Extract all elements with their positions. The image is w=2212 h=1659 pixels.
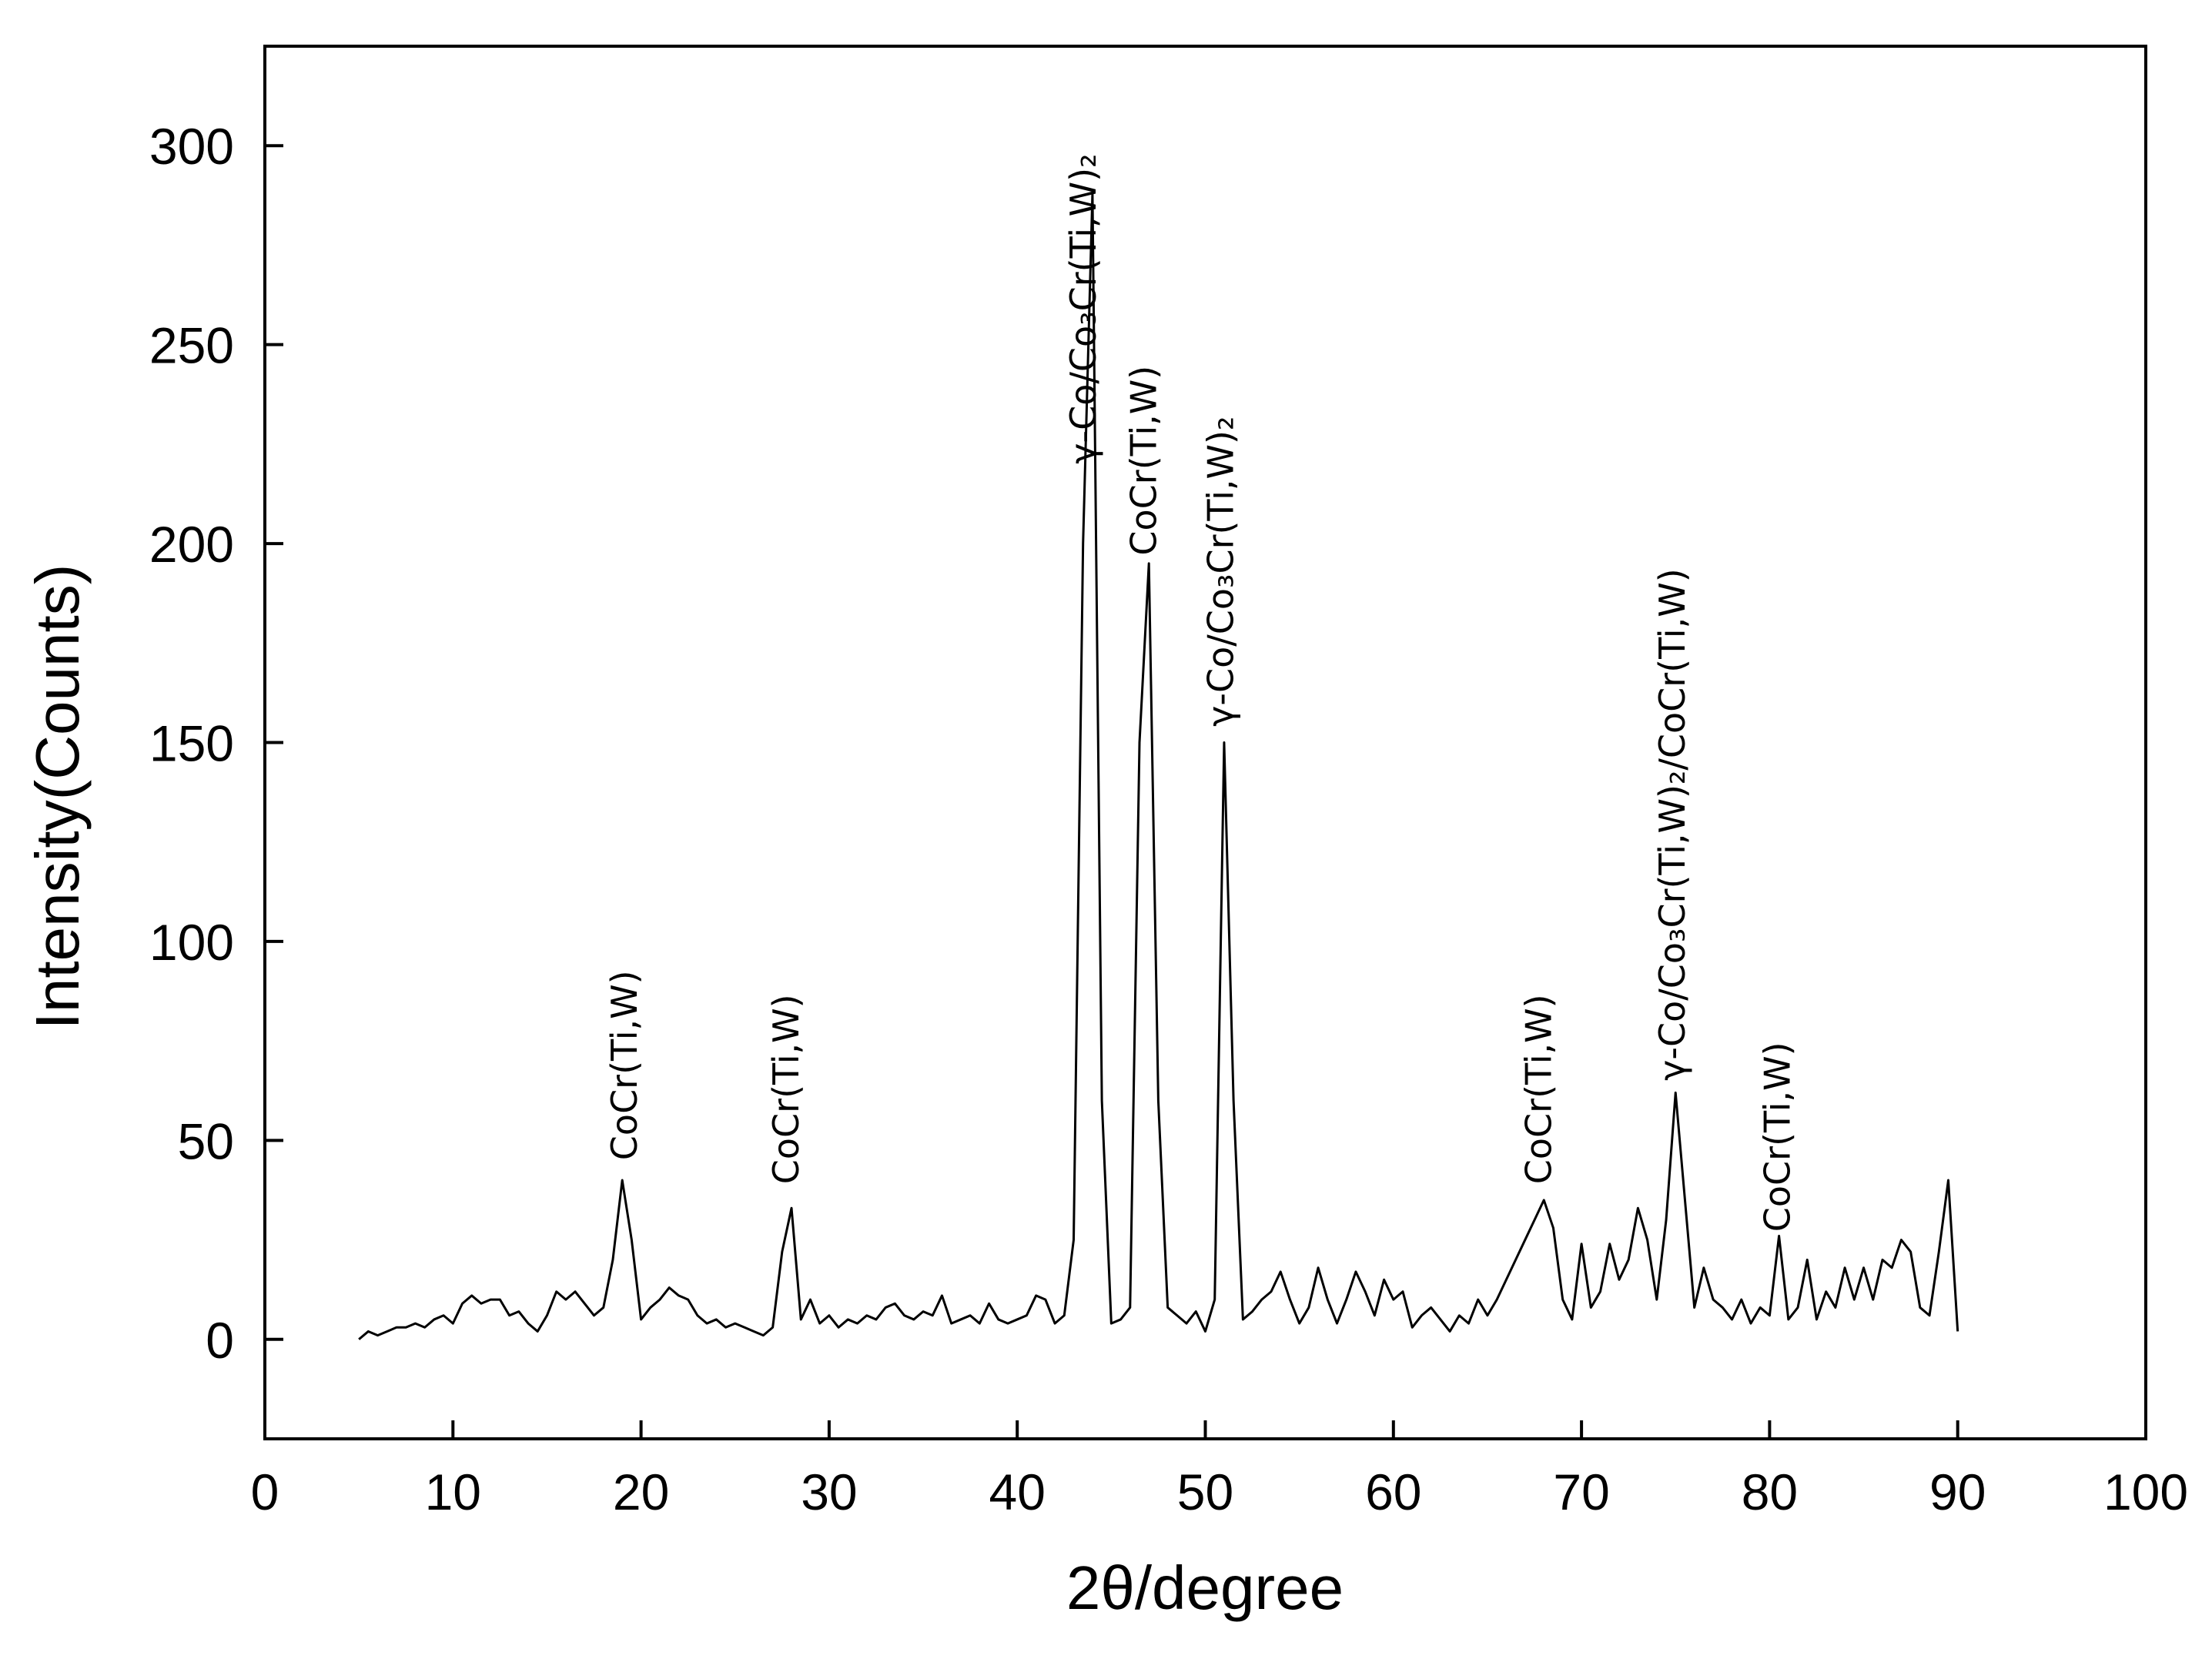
peak-annotation: CoCr(Ti,W) — [1518, 994, 1559, 1184]
x-tick-label: 100 — [2103, 1463, 2188, 1520]
y-tick-label: 100 — [149, 914, 234, 971]
peak-annotation: CoCr(Ti,W) — [765, 994, 807, 1184]
spectrum-line — [358, 192, 1959, 1340]
y-tick-label: 50 — [178, 1112, 234, 1169]
x-tick-label: 30 — [801, 1463, 857, 1520]
x-tick-label: 20 — [613, 1463, 669, 1520]
x-tick-label: 70 — [1553, 1463, 1609, 1520]
peak-annotation: CoCr(Ti,W) — [604, 970, 645, 1160]
y-tick-label: 300 — [149, 118, 234, 175]
peak-annotation: γ-Co/Co₃Cr(Ti,W)₂ — [1200, 416, 1241, 727]
y-tick-label: 250 — [149, 317, 234, 374]
x-tick-label: 0 — [251, 1463, 279, 1520]
peak-annotation: γ-Co/Co₃Cr(Ti,W)₂ — [1062, 153, 1104, 463]
y-tick-label: 0 — [206, 1312, 234, 1369]
x-tick-label: 90 — [1929, 1463, 1986, 1520]
peak-annotation: CoCr(Ti,W) — [1757, 1042, 1799, 1232]
x-tick-label: 60 — [1365, 1463, 1421, 1520]
plot-frame — [263, 45, 2147, 1440]
y-tick-label: 200 — [149, 516, 234, 573]
peak-annotation: γ-Co/Co₃Cr(Ti,W)₂/CoCr(Ti,W) — [1651, 568, 1693, 1080]
x-tick-label: 40 — [989, 1463, 1045, 1520]
x-axis-title: 2θ/degree — [1066, 1554, 1344, 1622]
x-tick-label: 10 — [425, 1463, 481, 1520]
x-tick-label: 80 — [1742, 1463, 1798, 1520]
y-axis-title: Intensity(Counts) — [23, 564, 92, 1030]
y-tick-label: 150 — [149, 715, 234, 772]
peak-annotation: CoCr(Ti,W) — [1123, 366, 1164, 556]
x-tick-label: 50 — [1177, 1463, 1233, 1520]
